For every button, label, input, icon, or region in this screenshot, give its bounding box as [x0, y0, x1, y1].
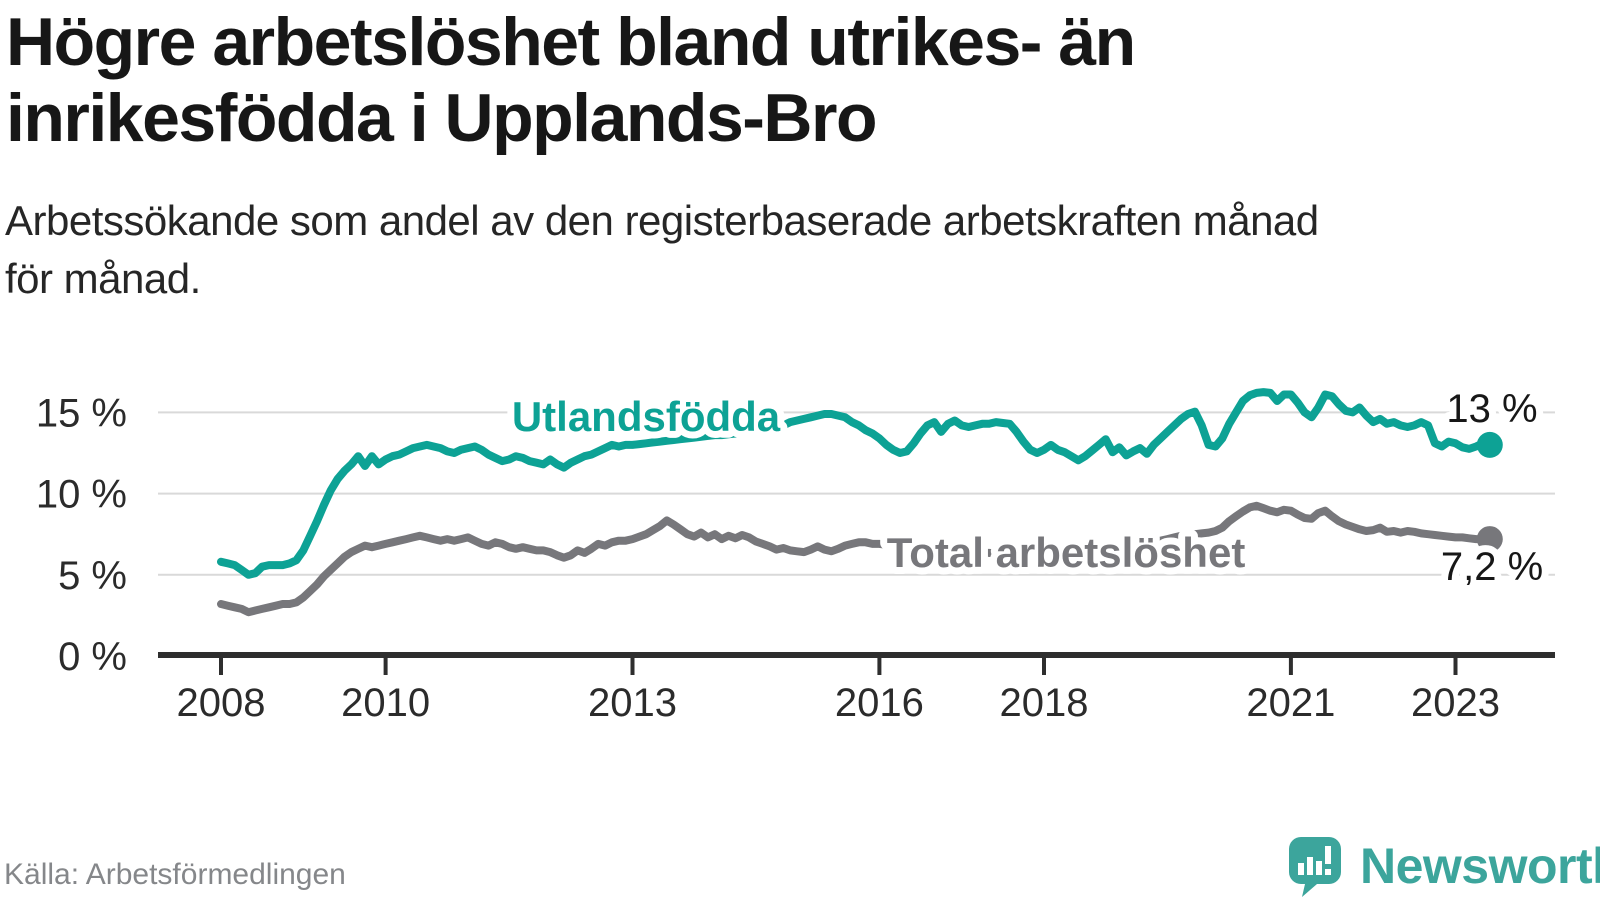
- x-axis-tick-label: 2023: [1411, 681, 1500, 725]
- page-title-line1: Högre arbetslöshet bland utrikes- än: [6, 4, 1136, 80]
- x-axis-tick-label: 2008: [177, 681, 266, 725]
- page-subtitle: Arbetssökande som andel av den registerb…: [5, 192, 1319, 308]
- brand-name: Newsworthy: [1360, 838, 1600, 894]
- newsworthy-logo: Newsworthy: [1288, 836, 1600, 898]
- x-axis-tick-label: 2018: [1000, 681, 1089, 725]
- page-title: Högre arbetslöshet bland utrikes- än inr…: [6, 4, 1136, 156]
- speech-bubble-bar-chart-icon: [1289, 837, 1341, 897]
- series-end-dot-total: [1476, 526, 1503, 553]
- series-label-total-arbetsloshet: Total arbetslöshet: [887, 529, 1246, 576]
- page-subtitle-line2: för månad.: [5, 255, 201, 302]
- end-value-label-utlandsfodda: 13 %: [1446, 387, 1537, 431]
- series-end-dot-utlandsfodda: [1476, 431, 1503, 458]
- series-line-utlandsfodda: [217, 388, 1494, 579]
- series-line-total-arbetsloshet: [217, 501, 1494, 617]
- end-value-label-total: 7,2 %: [1441, 545, 1543, 589]
- x-axis-tick-label: 2016: [835, 681, 924, 725]
- x-axis-tick-label: 2010: [341, 681, 430, 725]
- y-axis-tick-label: 5 %: [58, 554, 127, 598]
- y-axis-tick-label: 15 %: [36, 391, 127, 435]
- x-axis-line: [158, 652, 1555, 658]
- y-axis-tick-label: 10 %: [36, 473, 127, 517]
- series-label-utlandsfodda: Utlandsfödda: [512, 393, 781, 440]
- source-note: Källa: Arbetsförmedlingen: [4, 858, 346, 891]
- y-axis-tick-label: 0 %: [58, 635, 127, 679]
- page-subtitle-line1: Arbetssökande som andel av den registerb…: [5, 197, 1319, 244]
- x-axis-tick-label: 2021: [1246, 681, 1335, 725]
- x-axis-tick-label: 2013: [588, 681, 677, 725]
- page-title-line2: inrikesfödda i Upplands-Bro: [6, 80, 878, 156]
